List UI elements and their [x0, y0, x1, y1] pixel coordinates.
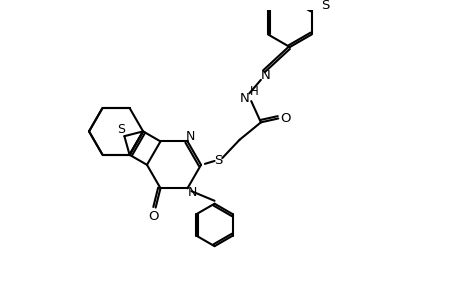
Text: N: N — [187, 186, 196, 199]
Text: S: S — [214, 154, 222, 167]
Text: S: S — [117, 123, 125, 136]
Text: H: H — [249, 85, 258, 98]
Text: S: S — [320, 0, 329, 12]
Text: O: O — [280, 112, 291, 125]
Text: O: O — [148, 210, 159, 223]
Text: N: N — [239, 92, 249, 105]
Text: N: N — [185, 130, 195, 143]
Text: N: N — [260, 68, 270, 82]
